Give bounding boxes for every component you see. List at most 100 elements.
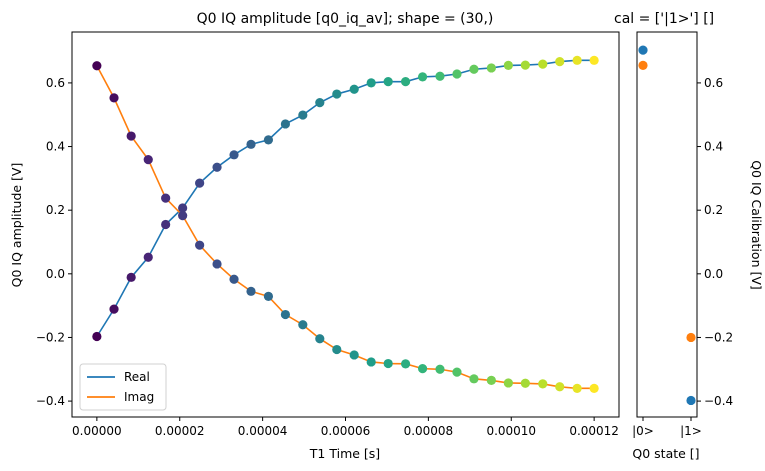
data-point-real: [555, 56, 565, 67]
data-point-imag: [572, 383, 582, 393]
data-point-imag: [263, 291, 274, 302]
data-point-imag: [298, 320, 308, 330]
main-x-tick-label: 0.00012: [569, 424, 619, 438]
data-point-real: [469, 64, 479, 74]
calibration-chart-title: cal = ['|1>'] []: [614, 11, 714, 27]
data-point-real: [178, 203, 188, 213]
calibration-y-tick-label: 0.0: [704, 267, 723, 281]
data-point-imag: [589, 383, 599, 393]
data-point-imag: [212, 259, 222, 269]
data-point-real: [417, 72, 428, 82]
calibration-y-axis: −0.4 −0.2 0.0 0.2 0.4 0.6: [697, 76, 733, 408]
data-point-imag: [109, 93, 119, 103]
calibration-axes-frame: [636, 31, 698, 418]
data-point-imag: [92, 61, 102, 71]
series-line-real: [96, 59, 595, 337]
data-point-real: [315, 98, 325, 108]
data-point-real: [400, 77, 411, 87]
series-line-imag: [96, 65, 595, 390]
legend: Real Imag: [79, 363, 167, 411]
main-y-tick-label: 0.0: [46, 267, 65, 281]
data-point-imag: [486, 375, 496, 386]
data-point-real: [332, 89, 342, 99]
data-point-real: [92, 331, 102, 342]
data-point-imag: [417, 364, 428, 374]
calibration-plot-area: [638, 45, 696, 406]
main-x-tick-label: 0.00002: [155, 424, 205, 438]
data-point-imag: [520, 378, 530, 388]
calibration-y-axis-label: Q0 IQ Calibration [V]: [749, 160, 764, 290]
legend-frame: [79, 363, 167, 411]
main-y-tick-label: −0.4: [36, 394, 65, 408]
calibration-y-tick-label: 0.6: [704, 76, 723, 90]
legend-imag-label: Imag: [124, 390, 154, 404]
main-y-axis: −0.4 −0.2 0.0 0.2 0.4 0.6: [36, 76, 72, 408]
calibration-point: [686, 395, 696, 406]
data-point-real: [280, 119, 291, 129]
data-point-real: [349, 84, 359, 94]
data-point-imag: [435, 364, 445, 374]
data-point-imag: [349, 350, 359, 360]
calibration-y-tick-label: −0.2: [704, 330, 733, 344]
calibration-y-tick-label: 0.2: [704, 203, 723, 217]
data-point-imag: [195, 240, 205, 250]
data-point-imag: [469, 374, 479, 384]
calibration-x-tick-label: |1>: [680, 424, 702, 438]
data-point-real: [589, 55, 599, 65]
main-y-axis-label: Q0 IQ amplitude [V]: [9, 163, 24, 288]
data-point-imag: [332, 344, 342, 355]
data-point-imag: [315, 334, 325, 344]
main-x-axis: 0.00000 0.00002 0.00004 0.00006 0.00008 0.000…: [72, 417, 619, 438]
calibration-point: [686, 332, 696, 343]
data-point-real: [520, 60, 530, 70]
main-x-tick-label: 0.00004: [238, 424, 288, 438]
data-point-real: [263, 135, 274, 145]
data-point-real: [298, 110, 308, 120]
data-point-imag: [126, 131, 136, 141]
data-point-real: [383, 77, 393, 87]
main-plot-area: [92, 55, 599, 393]
data-point-real: [538, 59, 548, 69]
data-point-real: [229, 150, 239, 160]
data-point-real: [212, 162, 222, 172]
calibration-point: [638, 60, 648, 71]
data-point-real: [503, 60, 513, 71]
data-point-real: [366, 78, 376, 88]
main-x-axis-label: T1 Time [s]: [309, 446, 380, 461]
calibration-x-axis-label: Q0 state []: [632, 446, 699, 461]
data-point-imag: [161, 193, 171, 203]
data-point-real: [161, 219, 171, 230]
main-x-tick-label: 0.00008: [404, 424, 454, 438]
data-point-real: [486, 63, 496, 73]
main-y-tick-label: 0.6: [46, 76, 65, 90]
calibration-x-tick-label: |0>: [632, 424, 654, 438]
legend-real-label: Real: [124, 370, 150, 384]
main-y-tick-label: 0.4: [46, 140, 65, 154]
data-point-imag: [538, 379, 548, 389]
data-point-real: [452, 69, 462, 79]
main-x-tick-label: 0.00010: [486, 424, 536, 438]
main-y-tick-label: −0.2: [36, 330, 65, 344]
main-chart-title: Q0 IQ amplitude [q0_iq_av]; shape = (30,…: [197, 11, 494, 27]
data-point-real: [195, 178, 205, 188]
data-point-imag: [280, 309, 291, 320]
data-point-real: [126, 272, 136, 282]
main-x-tick-label: 0.00000: [72, 424, 122, 438]
calibration-chart: cal = ['|1>'] [] |0> |1> −0.4 −0.2 0.0 0.2 0.…: [614, 11, 764, 461]
main-axes-frame: [71, 31, 620, 418]
calibration-y-tick-label: −0.4: [704, 394, 733, 408]
main-x-tick-label: 0.00006: [321, 424, 371, 438]
data-point-imag: [383, 358, 393, 369]
data-point-imag: [246, 286, 256, 296]
data-point-imag: [452, 367, 462, 377]
data-point-real: [143, 252, 153, 262]
calibration-x-axis: |0> |1>: [632, 417, 702, 438]
data-point-imag: [366, 357, 376, 367]
data-point-real: [572, 55, 582, 65]
calibration-point: [638, 45, 648, 55]
main-chart: Q0 IQ amplitude [q0_iq_av]; shape = (30,…: [9, 11, 620, 461]
data-point-imag: [178, 210, 188, 221]
data-point-imag: [400, 359, 411, 369]
data-point-imag: [555, 382, 565, 392]
